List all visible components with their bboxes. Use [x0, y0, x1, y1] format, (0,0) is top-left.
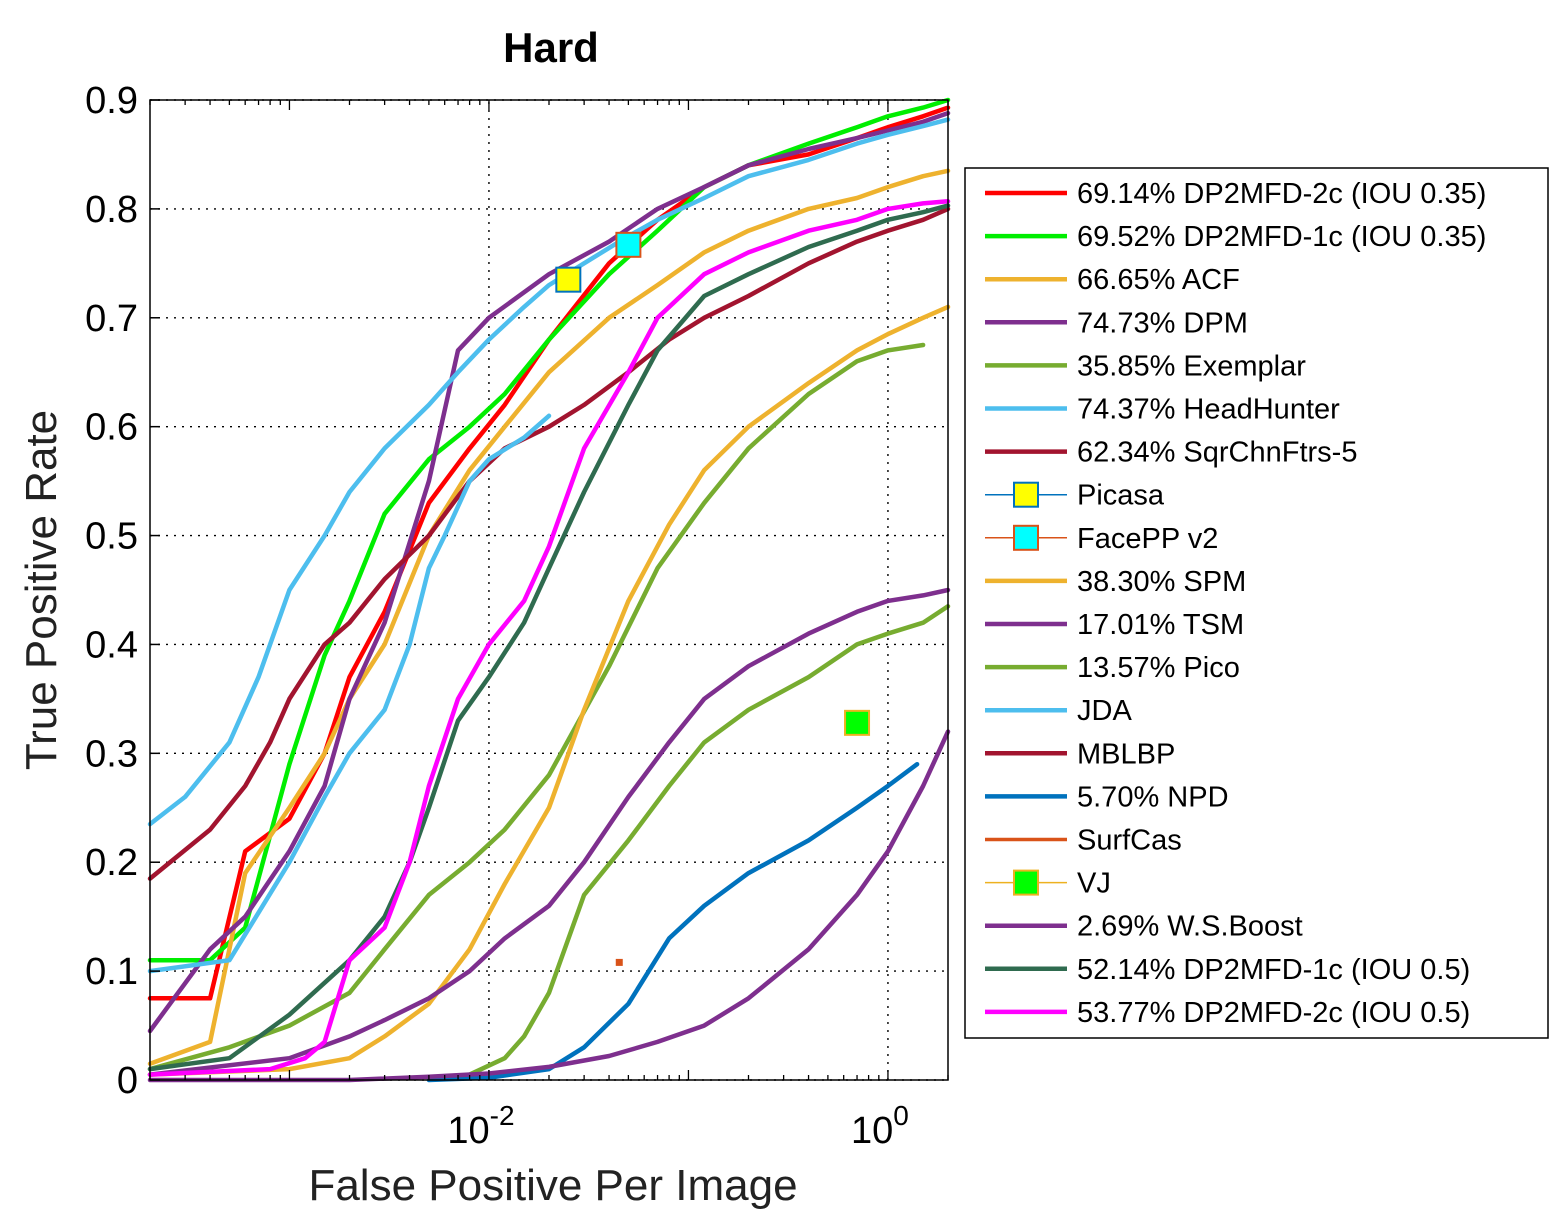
legend-label: 74.37% HeadHunter: [1077, 394, 1340, 426]
legend-label: 69.52% DP2MFD-1c (IOU 0.35): [1077, 221, 1486, 253]
legend-label: 35.85% Exemplar: [1077, 350, 1306, 382]
y-tick-label: 0.6: [85, 407, 138, 449]
series-line-9: [147, 304, 951, 1077]
series-marker-16: [844, 709, 871, 736]
y-tick-label: 0.7: [85, 298, 138, 340]
x-tick-label: 10-2: [447, 1100, 514, 1152]
legend-label: SurfCas: [1077, 825, 1182, 857]
y-tick-label: 0.9: [85, 80, 138, 122]
legend-label: 13.57% Pico: [1077, 652, 1240, 684]
legend-label: 5.70% NPD: [1077, 781, 1229, 813]
legend-label: 74.73% DPM: [1077, 307, 1248, 339]
y-tick-label: 0.2: [85, 842, 138, 884]
y-tick-label: 0.1: [85, 951, 138, 993]
legend-label: 38.30% SPM: [1077, 566, 1246, 598]
legend-label: JDA: [1077, 695, 1132, 727]
legend-swatch-marker: [1013, 481, 1039, 508]
legend-label: VJ: [1077, 868, 1111, 900]
legend-label: 52.14% DP2MFD-1c (IOU 0.5): [1077, 954, 1470, 986]
legend-label: 69.14% DP2MFD-2c (IOU 0.35): [1077, 178, 1486, 210]
x-tick-label: 100: [851, 1100, 909, 1152]
chart-title: Hard: [503, 24, 599, 71]
series-line-19: [147, 199, 951, 1077]
x-tick-base: 10: [851, 1110, 893, 1152]
series-marker-15: [615, 958, 623, 966]
legend: 69.14% DP2MFD-2c (IOU 0.35) 69.52% DP2MFD…: [964, 167, 1549, 1039]
series-line-4: [147, 342, 926, 1072]
legend-label: 53.77% DP2MFD-2c (IOU 0.5): [1077, 997, 1470, 1029]
legend-label: 2.69% W.S.Boost: [1077, 911, 1303, 943]
legend-label: 17.01% TSM: [1077, 609, 1244, 641]
legend-label: FacePP v2: [1077, 523, 1218, 555]
y-axis: 0 0.1 0.2 0.3 0.4 0.5 0.6 0.7 0.8 0.9: [85, 80, 160, 1102]
series-line-12: [147, 413, 552, 974]
legend-label: 62.34% SqrChnFtrs-5: [1077, 437, 1357, 469]
series-line-5: [147, 117, 951, 827]
legend-label: 66.65% ACF: [1077, 264, 1240, 296]
legend-label: MBLBP: [1077, 738, 1175, 770]
y-tick-label: 0.4: [85, 624, 138, 666]
series-line-11: [467, 604, 951, 1077]
x-axis: 10-2 100: [149, 100, 949, 1152]
legend-swatch-marker: [1013, 524, 1039, 551]
y-tick-label: 0.8: [85, 189, 138, 231]
y-tick-label: 0.5: [85, 516, 138, 558]
y-axis-label: True Positive Rate: [17, 410, 66, 770]
series-line-18: [147, 203, 951, 1072]
series-marker-8: [615, 231, 642, 258]
series-line-1: [147, 97, 951, 963]
legend-box: [964, 167, 1549, 1039]
x-tick-exponent: -2: [490, 1100, 515, 1131]
series-line-10: [147, 587, 951, 1077]
legend-label: Picasa: [1077, 480, 1165, 512]
y-tick-label: 0.3: [85, 733, 138, 775]
series-marker-7: [555, 266, 582, 293]
x-tick-exponent: 0: [893, 1100, 909, 1131]
y-tick-label: 0: [117, 1060, 138, 1102]
series-line-14: [426, 761, 920, 1083]
x-tick-base: 10: [447, 1110, 489, 1152]
series-line-17: [147, 729, 951, 1083]
plot-area: [147, 97, 951, 1083]
series-line-2: [147, 168, 951, 1066]
series-line-3: [147, 110, 951, 1034]
legend-swatch-marker: [1013, 869, 1039, 896]
x-axis-label: False Positive Per Image: [308, 1161, 797, 1210]
